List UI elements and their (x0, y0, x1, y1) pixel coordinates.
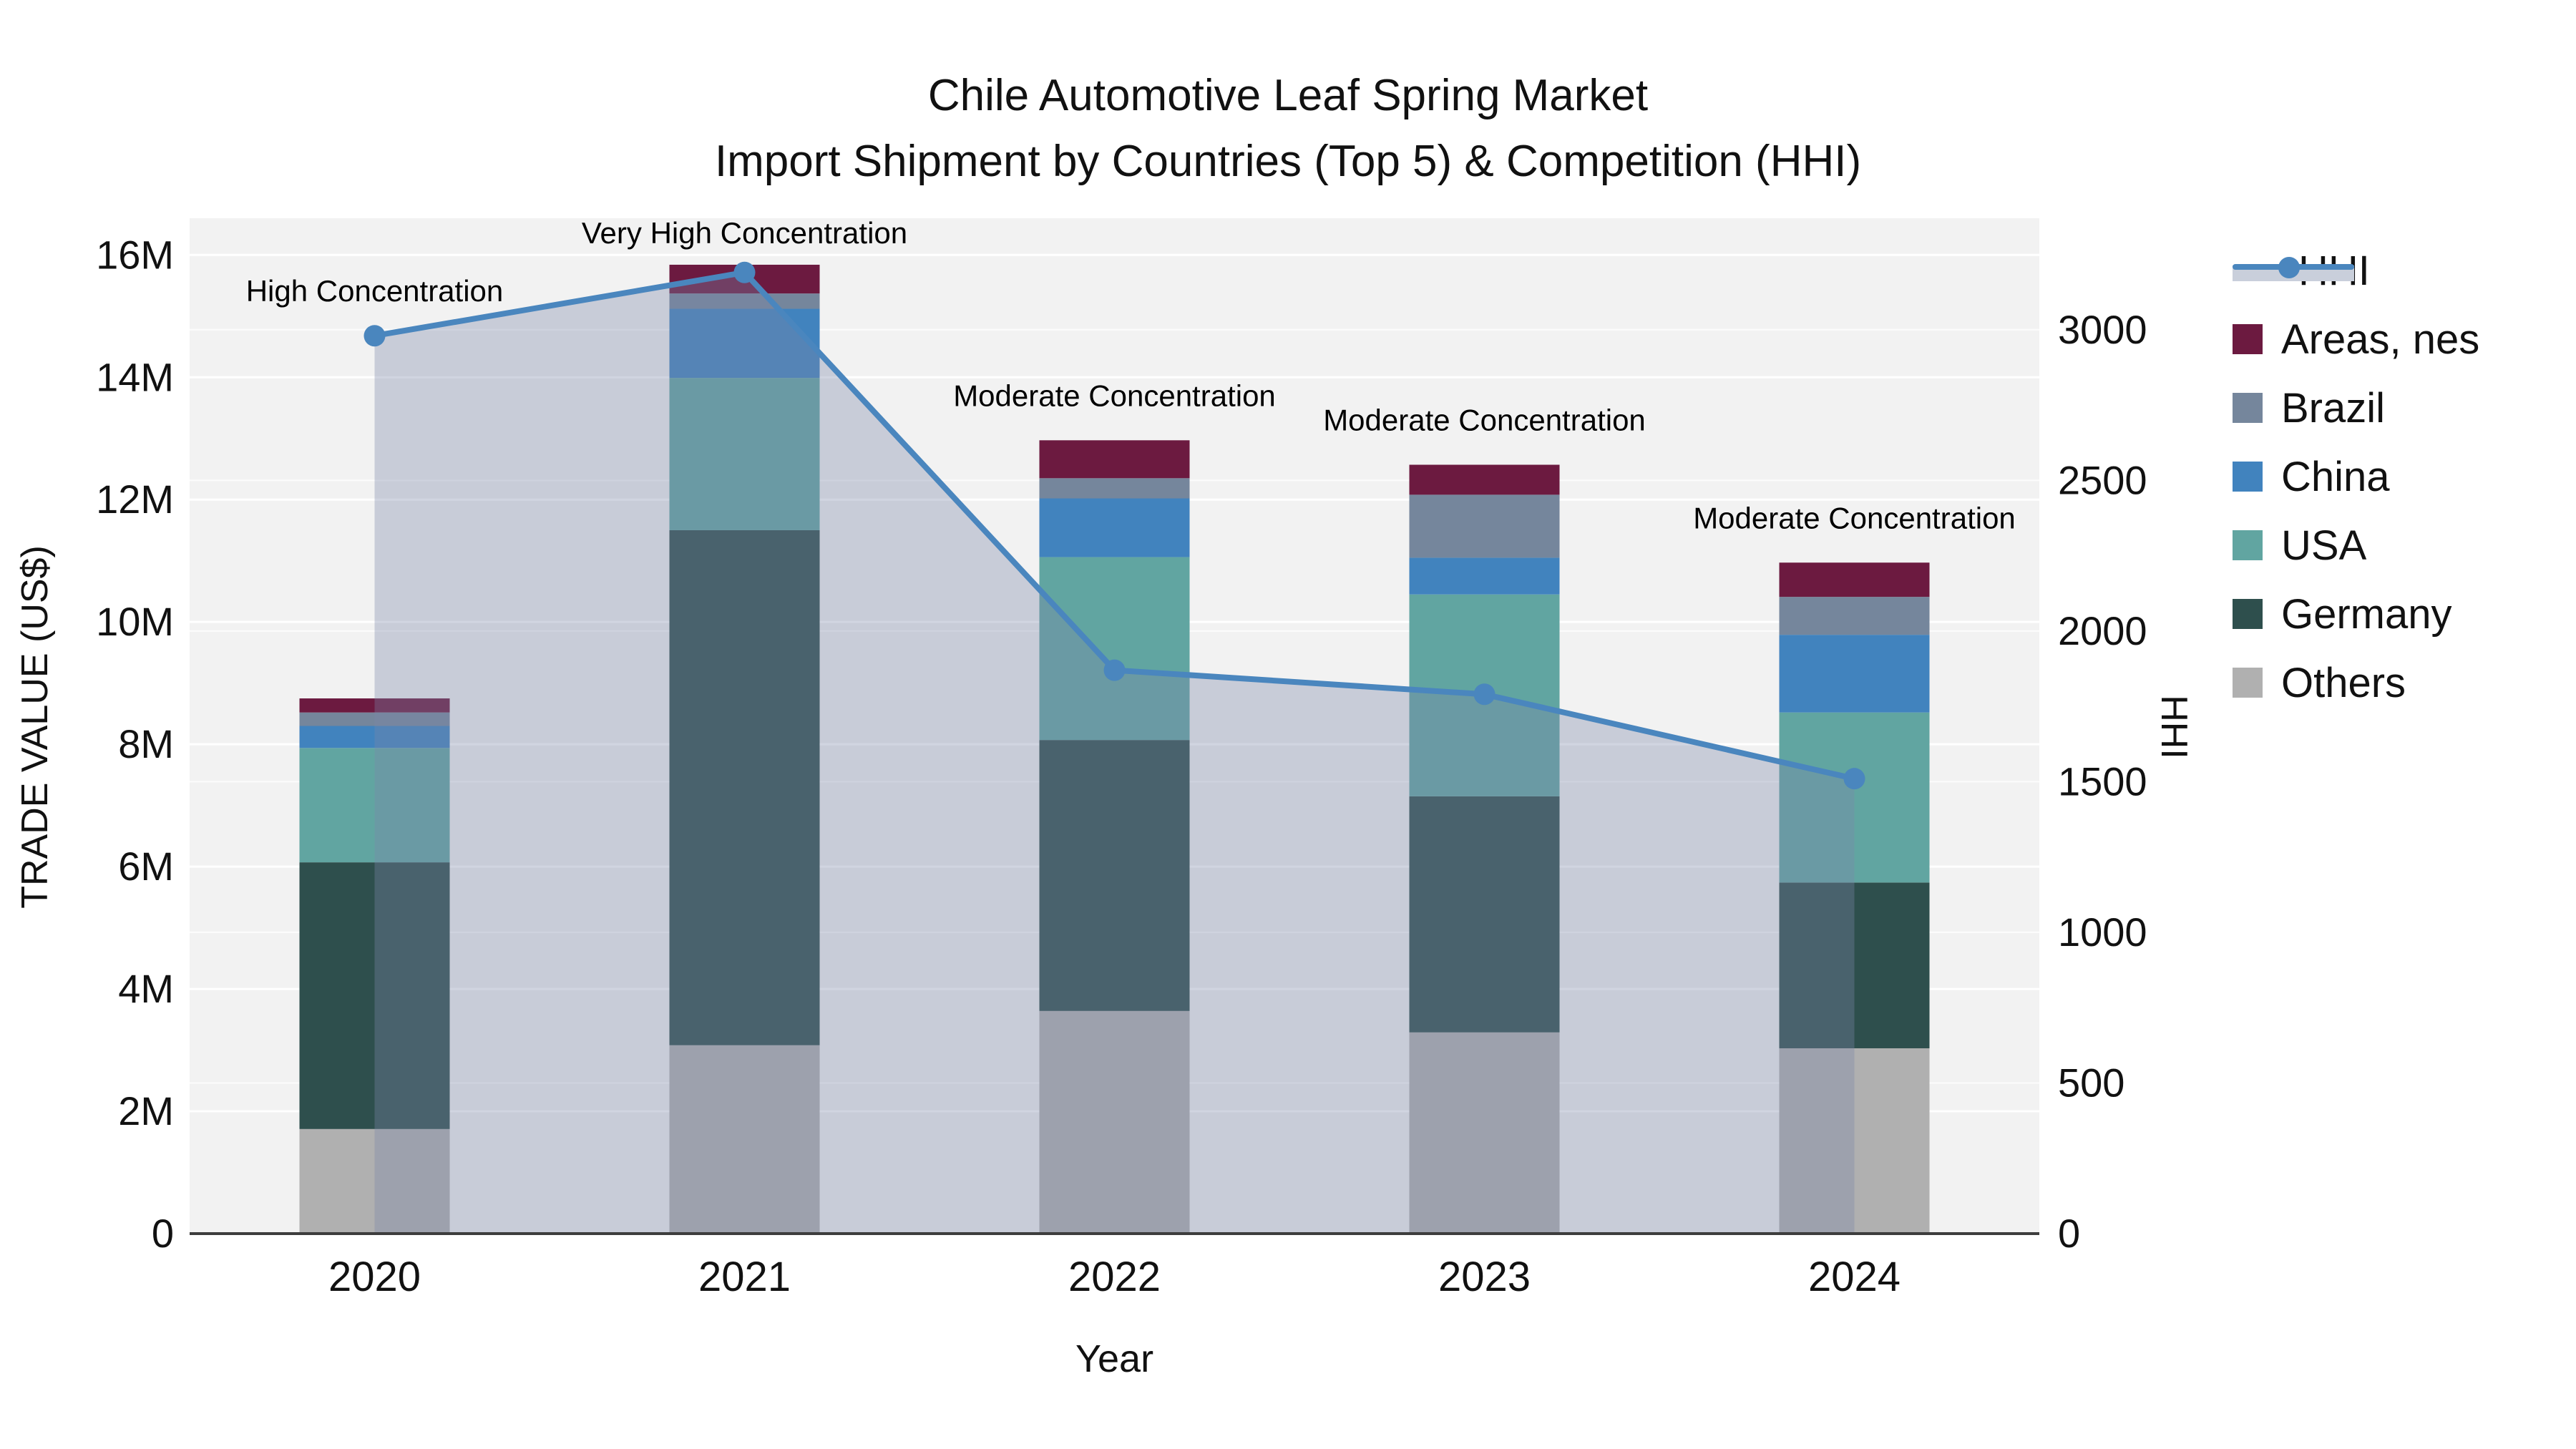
x-tick-2024: 2024 (1808, 1254, 1901, 1300)
bar-segment-2022-areas-nes[interactable] (1039, 440, 1190, 479)
bar-segment-2020-brazil[interactable] (299, 712, 450, 726)
legend-swatch-brazil (2233, 393, 2263, 423)
legend-swatch-others (2233, 668, 2263, 698)
legend-swatch-usa (2233, 530, 2263, 560)
y-left-tick-6M: 6M (118, 844, 174, 889)
annotation-2020: High Concentration (246, 274, 504, 308)
annotation-2023: Moderate Concentration (1323, 403, 1646, 436)
x-tick-2022: 2022 (1068, 1254, 1161, 1300)
legend-swatch-areas-nes (2233, 324, 2263, 354)
y-axis-right-title: HHI (2153, 695, 2195, 759)
bar-segment-2023-areas-nes[interactable] (1409, 464, 1560, 495)
bar-segment-2020-germany[interactable] (299, 862, 450, 1129)
bar-segment-2022-brazil[interactable] (1039, 478, 1190, 499)
bar-segment-2023-germany[interactable] (1409, 796, 1560, 1033)
bar-segment-2024-germany[interactable] (1779, 882, 1930, 1048)
legend-item-areas-nes[interactable]: Areas, nes (2233, 305, 2479, 374)
bar-segment-2023-brazil[interactable] (1409, 494, 1560, 558)
y-left-tick-16M: 16M (96, 232, 174, 277)
bar-segment-2024-areas-nes[interactable] (1779, 562, 1930, 597)
chart-title-line1: Chile Automotive Leaf Spring Market (927, 71, 1649, 120)
legend-item-others[interactable]: Others (2233, 648, 2479, 717)
legend-item-usa[interactable]: USA (2233, 511, 2479, 580)
bar-segment-2022-china[interactable] (1039, 498, 1190, 557)
y-right-tick-2000: 2000 (2058, 608, 2147, 653)
legend-label-usa: USA (2281, 522, 2367, 569)
bar-segment-2021-others[interactable] (669, 1045, 820, 1234)
bar-segment-2020-china[interactable] (299, 726, 450, 748)
bar-segment-2021-usa[interactable] (669, 378, 820, 530)
y-left-tick-8M: 8M (118, 721, 174, 766)
bar-segment-2024-usa[interactable] (1779, 712, 1930, 883)
y-left-tick-0: 0 (152, 1211, 174, 1256)
annotation-2021: Very High Concentration (582, 216, 907, 250)
legend-label-areas-nes: Areas, nes (2281, 316, 2480, 363)
hhi-marker-2022[interactable] (1103, 659, 1126, 681)
bar-segment-2021-brazil[interactable] (669, 293, 820, 309)
bar-segment-2020-others[interactable] (299, 1128, 450, 1234)
legend-hhi-line-icon (2233, 255, 2354, 286)
legend-hhi-dot (2278, 257, 2300, 278)
legend: HHI Areas, nes Brazil China USA Germany Others (2233, 236, 2479, 717)
legend-label-brazil: Brazil (2281, 384, 2386, 431)
annotation-2022: Moderate Concentration (953, 379, 1276, 412)
annotation-2024: Moderate Concentration (1693, 501, 2016, 535)
legend-label-germany: Germany (2281, 590, 2452, 638)
hhi-marker-2023[interactable] (1473, 683, 1496, 706)
hhi-area-fill (374, 272, 1855, 1234)
bar-segment-2023-others[interactable] (1409, 1032, 1560, 1234)
y-right-tick-1000: 1000 (2058, 909, 2147, 955)
x-axis-title: Year (1075, 1337, 1154, 1380)
x-tick-2020: 2020 (328, 1254, 421, 1300)
y-left-tick-10M: 10M (96, 599, 174, 644)
y-right-tick-1500: 1500 (2058, 758, 2147, 804)
y-right-tick-2500: 2500 (2058, 457, 2147, 502)
bar-segment-2024-others[interactable] (1779, 1048, 1930, 1234)
legend-item-germany[interactable]: Germany (2233, 580, 2479, 648)
x-tick-2021: 2021 (698, 1254, 791, 1300)
legend-swatch-germany (2233, 599, 2263, 629)
legend-swatch-china (2233, 462, 2263, 492)
y-left-tick-12M: 12M (96, 477, 174, 522)
bar-segment-2023-china[interactable] (1409, 557, 1560, 595)
y-axis-left-title: TRADE VALUE (US$) (14, 545, 56, 909)
y-left-tick-2M: 2M (118, 1088, 174, 1133)
hhi-marker-2024[interactable] (1843, 768, 1865, 790)
legend-label-china: China (2281, 453, 2390, 500)
bar-segment-2024-brazil[interactable] (1779, 597, 1930, 635)
y-left-tick-4M: 4M (118, 966, 174, 1011)
bar-segment-2022-usa[interactable] (1039, 557, 1190, 741)
legend-item-brazil[interactable]: Brazil (2233, 374, 2479, 442)
y-right-tick-0: 0 (2058, 1211, 2080, 1256)
hhi-marker-2021[interactable] (733, 261, 756, 283)
bar-segment-2021-germany[interactable] (669, 530, 820, 1045)
bar-segment-2022-germany[interactable] (1039, 740, 1190, 1011)
x-tick-2023: 2023 (1438, 1254, 1531, 1300)
chart-title: Chile Automotive Leaf Spring Market Impo… (0, 63, 2576, 195)
y-left-tick-14M: 14M (96, 354, 174, 399)
y-right-tick-500: 500 (2058, 1060, 2124, 1105)
legend-item-hhi[interactable]: HHI (2233, 236, 2479, 305)
hhi-marker-2020[interactable] (364, 325, 386, 347)
y-right-tick-3000: 3000 (2058, 307, 2147, 352)
legend-item-china[interactable]: China (2233, 442, 2479, 511)
bar-segment-2022-others[interactable] (1039, 1010, 1190, 1234)
bar-segment-2020-usa[interactable] (299, 748, 450, 863)
chart-title-line2: Import Shipment by Countries (Top 5) & C… (714, 137, 1862, 186)
bar-segment-2021-china[interactable] (669, 308, 820, 379)
bar-segment-2020-areas-nes[interactable] (299, 698, 450, 713)
legend-label-others: Others (2281, 659, 2406, 706)
bar-segment-2024-china[interactable] (1779, 635, 1930, 713)
